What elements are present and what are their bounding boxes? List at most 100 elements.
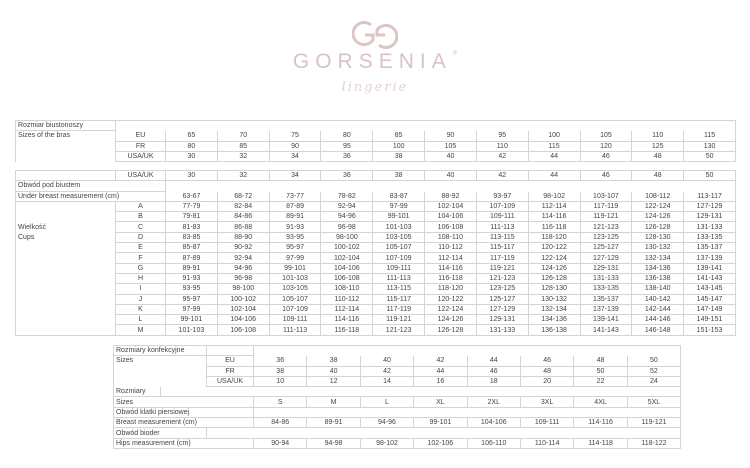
table-cell: 85 <box>372 130 426 142</box>
cup-label: A <box>115 200 166 213</box>
table-cell: 113-117 <box>683 190 736 202</box>
table-cell: 98-102 <box>359 437 415 449</box>
cup-label: K <box>115 303 166 316</box>
table-cell: 42 <box>359 365 415 377</box>
table-cell: 137-139 <box>579 303 633 316</box>
table-row: Breast measurement (cm) 84-86 89-91 94-96 99… <box>113 417 682 429</box>
table-cell: 105-107 <box>268 293 322 305</box>
table-cell: 88-92 <box>424 190 477 202</box>
row-label <box>15 324 116 336</box>
table-cell: 147-149 <box>683 303 736 316</box>
row-label: Breast measurement (cm) <box>113 417 254 429</box>
table-cell: 104-106 <box>424 211 477 223</box>
table-cell: 85-87 <box>165 242 218 254</box>
row-label: Rozmiar biustonoszy <box>15 119 116 132</box>
table-row: Sizes S M L XL 2XL 3XL 4XL 5XL <box>113 396 682 408</box>
row-label: Under breast measurement (cm) <box>15 190 166 202</box>
table-cell: 126-128 <box>527 272 581 285</box>
table-row: Obwód klatki piersiowej <box>113 406 682 419</box>
table-cell: 105 <box>579 130 633 142</box>
table-cell: 116-118 <box>320 324 374 336</box>
table-cell: 44 <box>466 355 521 367</box>
table-cell: 102-104 <box>424 200 477 213</box>
row-label: Wielkość <box>15 221 116 233</box>
table-cell: 92-94 <box>216 252 270 264</box>
table-cell: 18 <box>466 375 521 388</box>
table-cell: 42 <box>475 169 529 182</box>
row-label: Hips measurement (cm) <box>113 437 254 449</box>
table-cell: 38 <box>372 169 426 182</box>
table-cell: 112-114 <box>320 303 374 316</box>
table-cell: 113-115 <box>372 283 426 295</box>
table-cell: 95 <box>320 140 374 152</box>
table-cell: 50 <box>683 169 736 182</box>
table-cell: 110 <box>631 130 685 142</box>
table-cell: 140-142 <box>631 293 685 305</box>
table-cell: 97-99 <box>372 200 426 213</box>
table-cell: 102-106 <box>413 437 468 449</box>
table-cell: 110-112 <box>320 293 374 305</box>
table-row: K 97-99 102-104 107-109 112-114 117-119 122-12… <box>15 303 736 316</box>
table-cell: 42 <box>475 150 529 163</box>
table-cell: 126-128 <box>424 324 477 336</box>
table-cell <box>165 180 736 192</box>
table-cell: 110-112 <box>424 242 477 254</box>
table-row: M 101-103 106-108 111-113 116-118 121-123 126-… <box>15 324 736 336</box>
table-cell: 86-88 <box>216 221 270 233</box>
table-cell: 141-143 <box>579 324 633 336</box>
table-cell: 24 <box>626 375 682 388</box>
table-cell: 108-110 <box>320 283 374 295</box>
table-row: Wielkość C 81-83 86-88 91-93 96-98 101-103 106-… <box>15 221 736 233</box>
table-row: USA/UK 10 12 14 16 18 20 22 24 <box>113 375 682 388</box>
table-cell: 40 <box>306 365 361 377</box>
row-label <box>15 314 116 325</box>
table-cell: 4XL <box>573 396 628 408</box>
row-label <box>15 294 116 305</box>
table-cell <box>206 344 254 357</box>
table-cell: 22 <box>573 375 628 388</box>
table-cell: 40 <box>359 355 415 367</box>
table-cell: 90 <box>268 140 322 152</box>
table-cell: 138-140 <box>631 283 685 295</box>
brand-tagline: lingerie <box>341 80 409 95</box>
table-cell: 48 <box>631 169 685 182</box>
table-cell: 40 <box>424 169 477 182</box>
table-cell: 48 <box>631 150 685 163</box>
table-cell: 30 <box>165 150 218 163</box>
table-cell: 46 <box>579 150 633 163</box>
table-cell: 100-102 <box>320 242 374 254</box>
table-cell: 90-94 <box>252 437 308 449</box>
table-cell: 93-95 <box>268 231 322 244</box>
table-cell: 131-133 <box>579 272 633 285</box>
table-cell: 109-111 <box>372 262 426 274</box>
table-cell: 97-99 <box>268 252 322 264</box>
gorsenia-monogram-icon <box>352 21 398 49</box>
table-cell: 48 <box>519 365 575 377</box>
table-cell: 111-113 <box>475 221 529 233</box>
table-cell: 38 <box>252 365 308 377</box>
table-cell: 90-92 <box>216 242 270 254</box>
table-row: Sizes EU 36 38 40 42 44 46 48 50 <box>113 355 682 367</box>
table-cell: 134-136 <box>631 262 685 274</box>
table-cell: 73-77 <box>268 190 322 202</box>
table-cell: 136-138 <box>631 272 685 285</box>
table-cell: 109-111 <box>475 211 529 223</box>
table-cell: 88-90 <box>216 231 270 244</box>
table-cell: 16 <box>413 375 468 388</box>
table-cell: 104-106 <box>216 314 270 326</box>
table-cell: 117-119 <box>475 252 529 264</box>
table-row: Obwód bioder <box>113 427 682 439</box>
table-cell: 81-83 <box>165 221 218 233</box>
table-cell: 114-116 <box>527 211 581 223</box>
table-cell: 40 <box>424 150 477 163</box>
size-system: USA/UK <box>206 375 254 388</box>
table-cell: 107-109 <box>268 303 322 316</box>
table-cell: 131-133 <box>475 324 529 336</box>
table-cell: 120-122 <box>424 293 477 305</box>
table-cell: 44 <box>527 169 581 182</box>
table-cell: 94-96 <box>359 417 415 429</box>
table-cell <box>252 344 682 356</box>
table-row: B 79-81 84-86 89-91 94-96 99-101 104-106 109-11… <box>15 211 736 223</box>
table-cell: 75 <box>268 130 322 142</box>
table-row: F 87-89 92-94 97-99 102-104 107-109 112-114 117… <box>15 252 736 264</box>
